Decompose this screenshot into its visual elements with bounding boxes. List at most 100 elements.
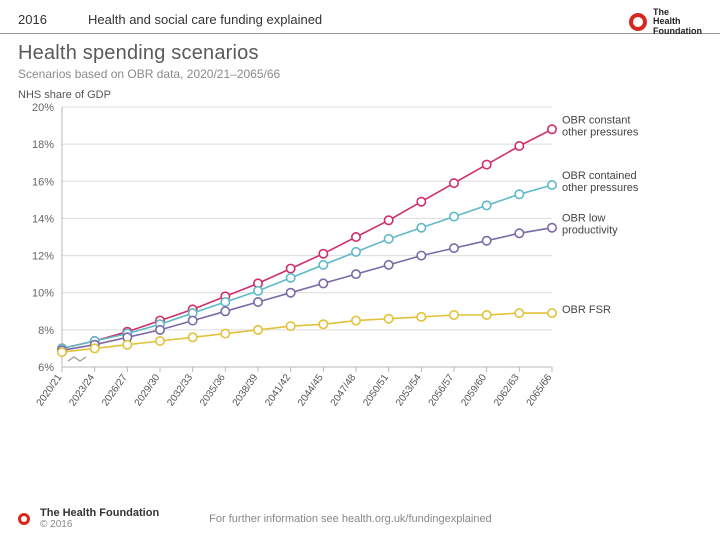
footer-copyright: © 2016 <box>40 519 159 530</box>
series-marker <box>482 237 490 245</box>
series-marker <box>515 190 523 198</box>
series-marker <box>482 311 490 319</box>
series-marker <box>352 233 360 241</box>
chart-area: 6% 8% 10% 12% 14% 16% 18% 20% 2020/212023/242026… <box>0 101 720 431</box>
series-marker <box>352 248 360 256</box>
series-marker <box>319 279 327 287</box>
series-marker <box>286 264 294 272</box>
series-marker <box>450 311 458 319</box>
series-marker <box>286 274 294 282</box>
x-tick-label: 2047/48 <box>329 372 359 408</box>
series-marker <box>384 261 392 269</box>
series-marker <box>515 309 523 317</box>
x-tick-label: 2062/63 <box>492 372 522 408</box>
series-marker <box>548 224 556 232</box>
x-tick-label: 2026/27 <box>100 372 130 408</box>
series-marker <box>254 298 262 306</box>
x-tick-label: 2032/33 <box>165 372 195 408</box>
series-marker <box>417 224 425 232</box>
chart-subtitle: Scenarios based on OBR data, 2020/21–206… <box>18 67 702 81</box>
series-marker <box>450 244 458 252</box>
series-label: OBR constant <box>562 114 630 126</box>
series-marker <box>319 250 327 258</box>
series-marker <box>319 320 327 328</box>
series-marker <box>417 251 425 259</box>
series-marker <box>221 307 229 315</box>
series-marker <box>417 198 425 206</box>
series-marker <box>548 181 556 189</box>
y-tick-label: 6% <box>38 362 54 374</box>
series-marker <box>254 326 262 334</box>
series-label: OBR low <box>562 213 605 225</box>
y-tick-label: 14% <box>32 213 54 225</box>
topbar: 2016 Health and social care funding expl… <box>0 0 720 34</box>
series-marker <box>515 142 523 150</box>
series-marker <box>286 322 294 330</box>
footer: The Health Foundation © 2016 For further… <box>18 507 492 530</box>
y-tick-label: 12% <box>32 251 54 263</box>
x-tick-label: 2020/21 <box>35 372 65 408</box>
y-tick-label: 10% <box>32 288 54 300</box>
series-label: OBR contained <box>562 170 637 182</box>
line-chart: 6% 8% 10% 12% 14% 16% 18% 20% 2020/212023/242026… <box>18 101 702 431</box>
header-year: 2016 <box>18 12 88 27</box>
series-marker <box>482 160 490 168</box>
y-tick-label: 16% <box>32 176 54 188</box>
brand-line: Foundation <box>653 27 702 36</box>
x-tick-label: 2050/51 <box>361 372 391 408</box>
series-marker <box>384 216 392 224</box>
series-marker <box>548 309 556 317</box>
y-tick-label: 20% <box>32 102 54 114</box>
series-marker <box>384 315 392 323</box>
x-tick-label: 2041/42 <box>263 372 293 408</box>
y-tick-label: 18% <box>32 139 54 151</box>
series-marker <box>352 316 360 324</box>
footer-ring-icon <box>18 513 30 525</box>
series-marker <box>482 201 490 209</box>
x-tick-label: 2029/30 <box>133 372 163 408</box>
x-tick-label: 2053/54 <box>394 372 424 408</box>
x-tick-label: 2059/60 <box>459 372 489 408</box>
series-marker <box>417 313 425 321</box>
brand-ring-icon <box>629 13 647 31</box>
series-marker <box>188 333 196 341</box>
footer-more: For further information see health.org.u… <box>209 513 492 525</box>
series-label: other pressures <box>562 126 639 138</box>
page: 2016 Health and social care funding expl… <box>0 0 720 540</box>
series-marker <box>156 337 164 345</box>
footer-text: The Health Foundation © 2016 <box>40 507 159 530</box>
series-marker <box>384 235 392 243</box>
brand-logo: The Health Foundation <box>629 8 702 36</box>
series-marker <box>58 348 66 356</box>
brand-text: The Health Foundation <box>653 8 702 36</box>
x-tick-label: 2044/45 <box>296 372 326 408</box>
series-marker <box>548 125 556 133</box>
series-marker <box>90 344 98 352</box>
title-block: Health spending scenarios Scenarios base… <box>0 34 720 83</box>
y-tick-label: 8% <box>38 325 54 337</box>
series-label: OBR FSR <box>562 304 611 316</box>
series-marker <box>188 316 196 324</box>
header-breadcrumb: Health and social care funding explained <box>88 12 322 27</box>
series-marker <box>123 341 131 349</box>
series-marker <box>515 229 523 237</box>
series-marker <box>286 289 294 297</box>
series-line <box>62 185 552 348</box>
series-label: other pressures <box>562 182 639 194</box>
series-label: productivity <box>562 225 618 237</box>
series-marker <box>352 270 360 278</box>
series-marker <box>254 287 262 295</box>
series-marker <box>221 298 229 306</box>
x-tick-label: 2056/57 <box>427 372 457 408</box>
chart-title: Health spending scenarios <box>18 42 702 65</box>
x-tick-label: 2023/24 <box>67 372 97 408</box>
x-tick-label: 2065/66 <box>525 372 555 408</box>
series-marker <box>450 179 458 187</box>
x-tick-label: 2035/36 <box>198 372 228 408</box>
series-marker <box>221 329 229 337</box>
series-line <box>62 313 552 352</box>
series-marker <box>156 326 164 334</box>
series-marker <box>450 212 458 220</box>
y-axis-label: NHS share of GDP <box>0 83 720 101</box>
series-marker <box>319 261 327 269</box>
